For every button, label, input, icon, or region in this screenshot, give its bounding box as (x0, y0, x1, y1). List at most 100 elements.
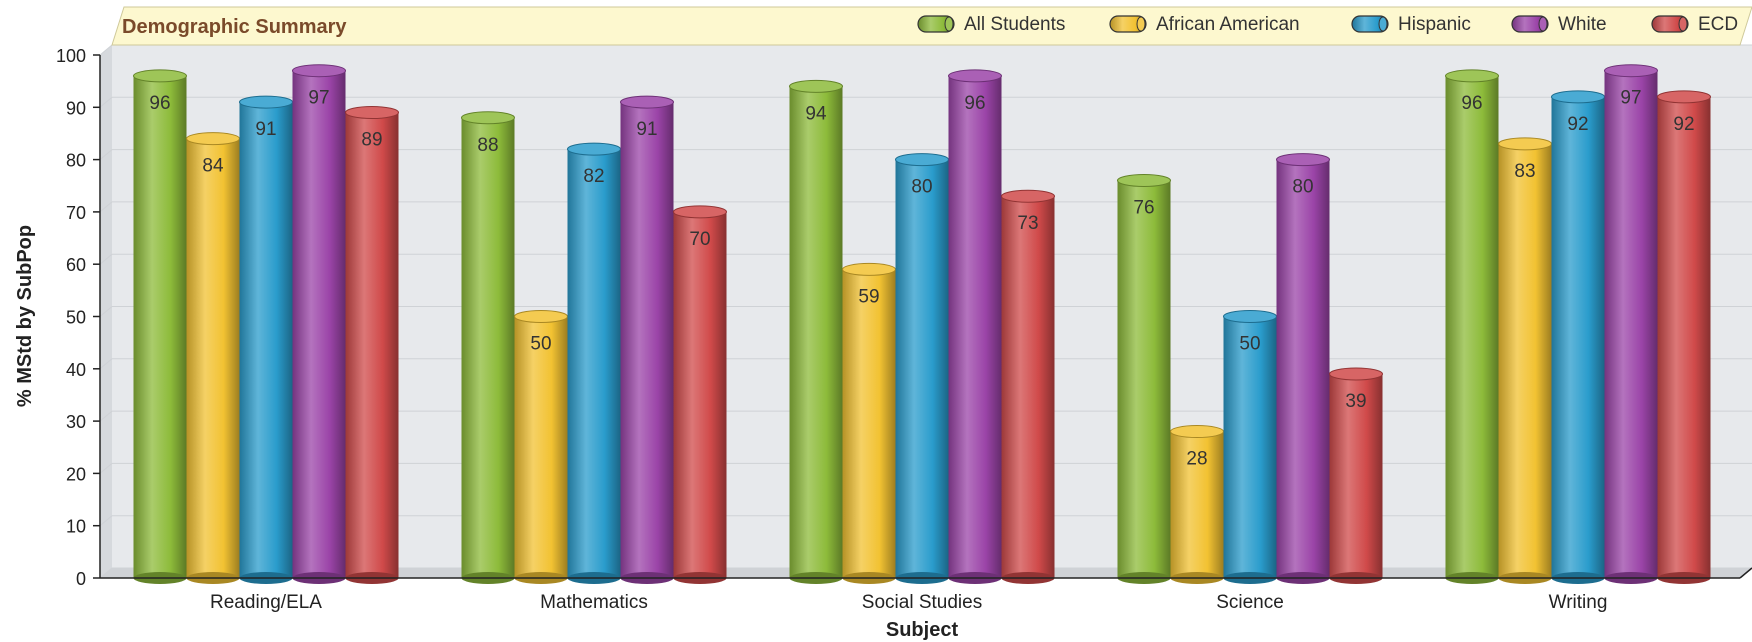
bar: 94 (789, 79, 843, 584)
x-axis-depth-line (1739, 567, 1752, 579)
legend-swatch (1511, 15, 1549, 33)
bar: 97 (292, 64, 346, 584)
bar: 28 (1170, 425, 1224, 584)
y-tick-label: 100 (56, 46, 86, 66)
legend-item: ECD (1651, 14, 1738, 35)
bar-top (1329, 367, 1383, 381)
legend-swatch-cap (1378, 16, 1388, 32)
bar: 91 (620, 95, 674, 584)
bar-body (567, 149, 621, 578)
data-label: 70 (689, 229, 710, 250)
legend-swatch-cap (1538, 16, 1548, 32)
gridline-depth (99, 253, 113, 265)
data-label: 88 (477, 135, 498, 156)
bar-top (1223, 310, 1277, 323)
data-label: 50 (1239, 334, 1260, 355)
data-label: 97 (1620, 88, 1641, 109)
y-tick-label: 0 (76, 569, 86, 589)
bar-body (292, 70, 346, 578)
y-tick-label: 70 (66, 203, 86, 223)
bar: 97 (1604, 64, 1658, 584)
legend-swatch (1109, 15, 1147, 33)
bar-top (345, 106, 399, 120)
bar-top (1170, 425, 1224, 439)
bar: 59 (842, 262, 896, 584)
bar: 96 (1445, 69, 1499, 584)
bar-top (186, 132, 240, 146)
y-tick-label: 40 (66, 360, 86, 380)
data-label: 80 (1292, 177, 1313, 198)
bar-body (1445, 75, 1499, 579)
legend-label: African American (1156, 14, 1300, 35)
bar-top (1604, 64, 1658, 78)
bar-body (461, 117, 515, 578)
x-axis-title: Subject (886, 619, 959, 641)
data-label: 92 (1567, 114, 1588, 135)
bar-top (514, 310, 568, 323)
bar-body (620, 102, 674, 578)
bar: 70 (673, 205, 727, 584)
data-label: 97 (308, 88, 329, 109)
data-label: 73 (1017, 213, 1038, 234)
gridline-depth (99, 567, 113, 579)
y-axis-title: % MStd by SubPop (14, 225, 36, 407)
x-tick-label: Social Studies (862, 592, 982, 613)
y-tick-label: 80 (66, 151, 86, 171)
bar-top (1276, 153, 1330, 167)
bar-body (1001, 196, 1055, 578)
chart-title: Demographic Summary (122, 16, 347, 38)
legend-swatch (917, 15, 955, 33)
bar-body (842, 269, 896, 578)
y-axis: 0 10 20 30 40 50 60 70 80 90 100 (56, 46, 101, 589)
bar-body (1117, 180, 1171, 578)
y-tick-label: 20 (66, 464, 86, 484)
bar-body (239, 102, 293, 578)
data-label: 50 (530, 334, 551, 355)
legend: All Students African American Hispanic Whit… (917, 14, 1738, 35)
bar-body (1223, 316, 1277, 578)
legend-item: Hispanic (1351, 14, 1471, 35)
y-tick-label: 10 (66, 517, 86, 537)
x-tick-label: Writing (1549, 592, 1608, 613)
y-tick-label: 90 (66, 98, 86, 118)
data-label: 96 (964, 93, 985, 114)
data-label: 96 (149, 93, 170, 114)
legend-label: ECD (1698, 14, 1738, 35)
x-tick-label: Mathematics (540, 592, 648, 613)
bar-top (1498, 137, 1552, 151)
bar-top (461, 111, 515, 125)
bar-body (1604, 70, 1658, 578)
bar-body (186, 138, 240, 578)
bar-top (673, 205, 727, 219)
data-label: 83 (1514, 161, 1535, 182)
bar-top (842, 262, 896, 276)
legend-swatch (1651, 15, 1689, 33)
data-label: 80 (911, 177, 932, 198)
bar: 96 (948, 69, 1002, 584)
gridline-depth (99, 515, 113, 527)
data-label: 84 (202, 156, 224, 177)
bar-top (133, 69, 187, 83)
bar-top (789, 79, 843, 93)
bar: 50 (514, 310, 568, 584)
bar: 50 (1223, 310, 1277, 584)
gridline-depth (99, 410, 113, 422)
gridline-depth (99, 149, 113, 160)
bar: 91 (239, 95, 293, 584)
legend-swatch-cap (1678, 16, 1688, 32)
bar-top (1551, 90, 1605, 104)
bar-body (1170, 431, 1224, 578)
bar: 92 (1657, 90, 1711, 584)
legend-swatch-cap (1136, 16, 1146, 32)
x-tick-label: Science (1216, 592, 1284, 613)
bar-top (895, 153, 949, 167)
gridline-depth (99, 201, 113, 213)
bar: 88 (461, 111, 515, 584)
data-label: 96 (1461, 93, 1482, 114)
gridline-depth (99, 358, 113, 370)
bar: 84 (186, 132, 240, 584)
bar-top (1445, 69, 1499, 83)
bar-body (1276, 159, 1330, 578)
data-label: 91 (255, 119, 276, 140)
